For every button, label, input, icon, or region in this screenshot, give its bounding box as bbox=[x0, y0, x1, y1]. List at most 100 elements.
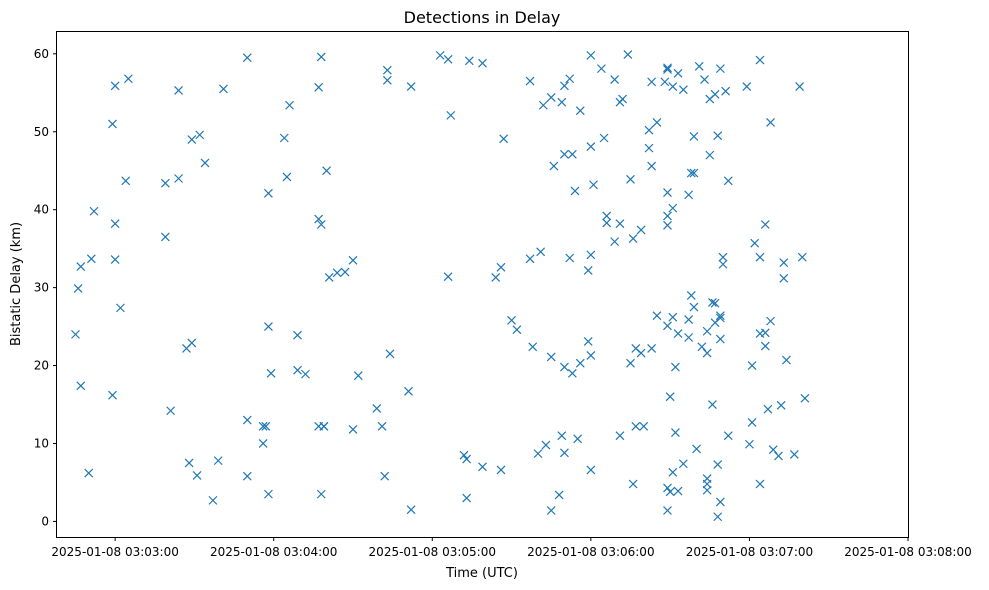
data-point bbox=[631, 421, 641, 431]
data-point bbox=[264, 188, 273, 198]
data-point bbox=[774, 451, 783, 461]
data-point bbox=[123, 74, 133, 84]
data-point bbox=[554, 490, 564, 500]
data-point bbox=[686, 168, 696, 178]
data-point bbox=[546, 506, 556, 515]
data-point bbox=[797, 252, 807, 262]
data-point bbox=[684, 190, 694, 200]
data-point bbox=[647, 77, 657, 87]
data-point bbox=[560, 149, 569, 159]
data-point bbox=[121, 176, 131, 186]
data-point bbox=[663, 321, 672, 331]
data-point bbox=[623, 50, 633, 60]
y-tick-label: 60 bbox=[34, 47, 49, 61]
data-point bbox=[663, 220, 672, 230]
data-point bbox=[404, 386, 413, 396]
y-tick-label: 40 bbox=[34, 203, 49, 217]
data-point bbox=[261, 421, 271, 431]
data-point bbox=[279, 133, 289, 143]
data-point bbox=[702, 485, 712, 495]
data-point bbox=[692, 444, 701, 454]
data-point bbox=[242, 471, 252, 481]
data-point bbox=[718, 259, 728, 269]
data-point bbox=[673, 68, 683, 78]
data-point bbox=[747, 361, 757, 370]
data-point bbox=[560, 362, 569, 372]
data-point bbox=[705, 150, 715, 160]
data-point bbox=[626, 174, 635, 184]
data-point bbox=[200, 158, 210, 168]
data-point bbox=[671, 362, 680, 372]
data-point bbox=[73, 283, 83, 293]
data-point bbox=[110, 255, 120, 264]
data-point bbox=[697, 342, 707, 352]
data-point bbox=[89, 206, 99, 216]
data-point bbox=[760, 341, 770, 351]
chart-title: Detections in Delay bbox=[404, 8, 561, 27]
data-point bbox=[755, 252, 765, 262]
data-point bbox=[626, 358, 635, 368]
data-point bbox=[644, 143, 654, 153]
data-point bbox=[538, 100, 548, 110]
data-point bbox=[782, 355, 791, 365]
data-point bbox=[348, 255, 358, 265]
data-point bbox=[293, 365, 302, 375]
data-point bbox=[213, 456, 223, 466]
data-point bbox=[108, 119, 117, 129]
data-point bbox=[160, 178, 170, 188]
data-point bbox=[639, 421, 649, 431]
data-point bbox=[462, 454, 472, 464]
x-tick-label: 2025-01-08 03:03:00 bbox=[51, 545, 178, 559]
data-point bbox=[71, 329, 80, 339]
data-point bbox=[713, 460, 723, 469]
data-point bbox=[663, 64, 672, 74]
data-point bbox=[663, 211, 672, 221]
data-point bbox=[557, 431, 567, 441]
data-point bbox=[242, 53, 252, 63]
data-point bbox=[668, 203, 678, 213]
data-point bbox=[721, 86, 731, 96]
data-point bbox=[694, 61, 704, 71]
data-point bbox=[628, 234, 638, 243]
y-tick-label: 50 bbox=[34, 125, 49, 139]
data-point bbox=[766, 117, 775, 127]
y-tick-label: 30 bbox=[34, 281, 49, 295]
data-point bbox=[462, 493, 472, 503]
y-tick-label: 0 bbox=[41, 514, 49, 528]
data-point bbox=[546, 93, 556, 102]
data-point bbox=[663, 63, 672, 73]
x-tick-label: 2025-01-08 03:06:00 bbox=[527, 545, 654, 559]
data-point bbox=[715, 311, 725, 321]
data-point bbox=[314, 82, 324, 92]
data-point bbox=[663, 483, 672, 493]
data-point bbox=[192, 471, 202, 480]
y-axis-label: Bistatic Delay (km) bbox=[9, 222, 24, 346]
data-point bbox=[301, 369, 310, 379]
data-point bbox=[713, 512, 723, 522]
data-point bbox=[282, 172, 292, 182]
data-point bbox=[316, 220, 326, 229]
data-point bbox=[382, 65, 392, 75]
data-point bbox=[528, 342, 538, 352]
data-point bbox=[208, 495, 218, 505]
x-axis-ticks: 2025-01-08 03:03:00 2025-01-08 03:04:00 20… bbox=[51, 537, 972, 559]
data-point bbox=[377, 421, 387, 431]
data-point bbox=[496, 262, 506, 272]
data-point bbox=[689, 132, 699, 141]
data-point bbox=[187, 338, 197, 348]
data-point bbox=[258, 439, 268, 448]
data-point bbox=[406, 82, 416, 91]
data-point bbox=[195, 130, 205, 140]
data-point bbox=[766, 316, 775, 326]
data-point bbox=[116, 303, 125, 313]
data-point bbox=[372, 403, 382, 413]
data-point bbox=[702, 348, 712, 358]
data-point bbox=[678, 85, 688, 95]
data-point bbox=[610, 75, 620, 84]
data-point bbox=[264, 322, 273, 332]
data-point bbox=[560, 448, 569, 458]
data-point bbox=[187, 135, 197, 144]
data-point bbox=[446, 110, 456, 120]
